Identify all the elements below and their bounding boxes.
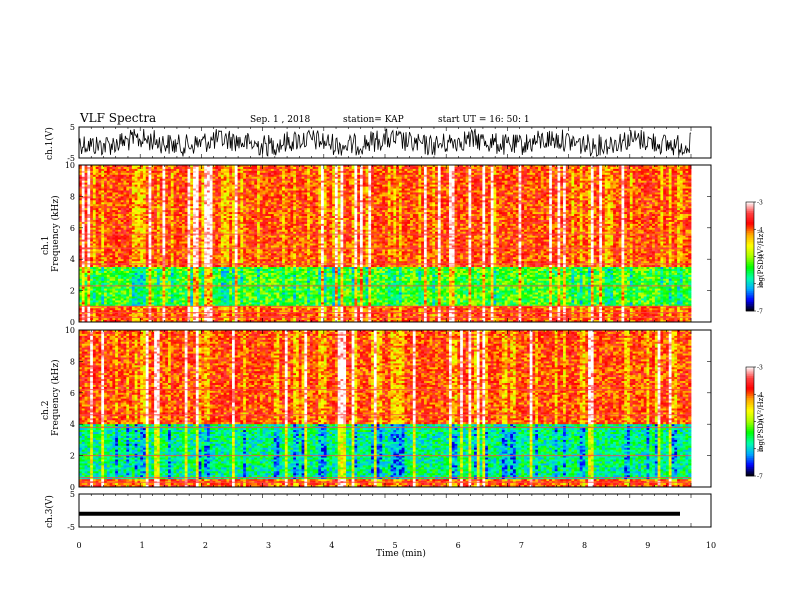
chart-title: VLF Spectra <box>79 111 156 125</box>
start-time-label: start UT = 16: 50: 1 <box>438 115 530 125</box>
ch1-waveform-panel: -55 <box>67 123 711 163</box>
ch1-waveform-ytick-label: 5 <box>70 123 75 132</box>
date-label: Sep. 1 , 2018 <box>250 115 310 125</box>
vlf-figure: VLF Spectra Sep. 1 , 2018 station= KAP s… <box>0 0 792 612</box>
ch1-waveform-line <box>79 129 691 157</box>
station-label: station= KAP <box>343 115 404 125</box>
